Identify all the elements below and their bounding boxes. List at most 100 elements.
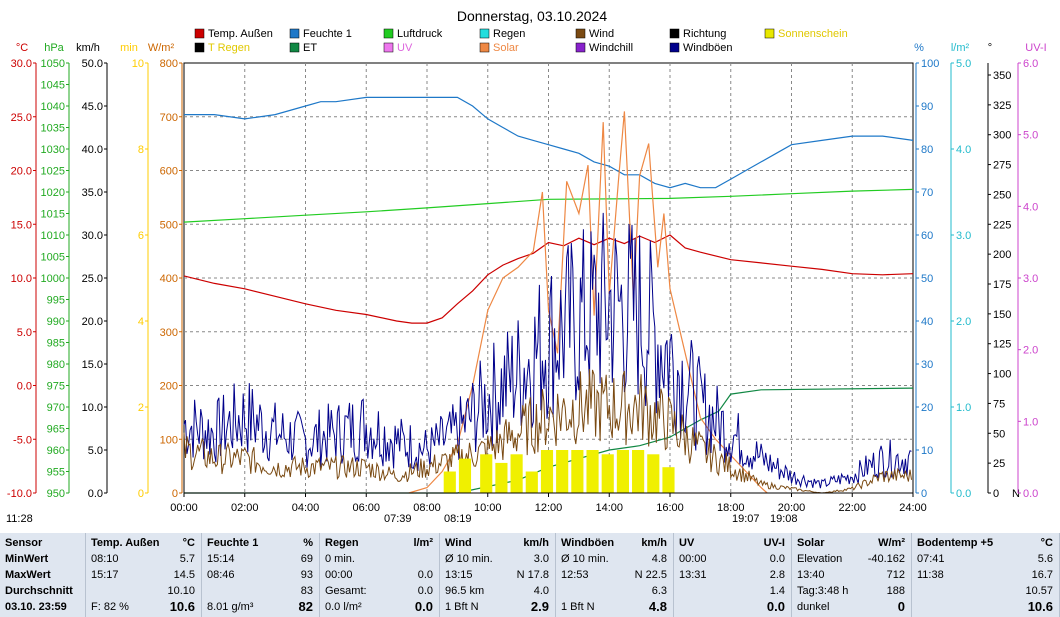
stats-cell: Solar [797,537,825,549]
stats-row: dunkel 0 [792,599,911,615]
y-axis-unit: l/m² [951,42,970,54]
y-tick-label: 1050 [41,58,65,70]
y-tick-label: 25 [993,458,1005,470]
marker-sunset: 19:07 [732,513,760,525]
stats-cell: 0.0 [417,585,433,597]
stats-cell: 03.10. 23:59 [5,601,67,613]
stats-cell: 0.0 [414,599,433,614]
stats-cell: 14.5 [173,569,195,581]
y-tick-label: 50.0 [82,58,103,70]
y-tick-label: 0.0 [956,488,971,500]
y-tick-label: 125 [993,339,1011,351]
stats-cell: l/m² [413,537,433,549]
y-tick-label: 20.0 [11,166,32,178]
sunshine-bar [480,454,493,493]
x-tick-label: 02:00 [231,502,259,514]
y-tick-label: 4.0 [956,144,971,156]
legend-swatch [575,42,586,53]
y-axis-unit: UV-I [1025,42,1046,54]
stats-cell: N 17.8 [516,569,549,581]
stats-cell: Gesamt: [325,585,367,597]
stats-row: 0.0 l/m² 0.0 [320,599,439,615]
y-tick-label: 1035 [41,123,65,135]
stats-col: Feuchte 1% 15:14 69 08:46 93 83 8.01 g/m³ 82 [202,533,320,617]
y-axis-unit: W/m² [148,42,175,54]
stats-row: 13:31 2.8 [674,567,791,583]
legend-swatch [575,28,586,39]
legend-label: Feuchte 1 [303,28,352,40]
y-tick-label: 1.0 [1023,416,1038,428]
y-tick-label: 985 [47,338,65,350]
x-tick-label: 00:00 [170,502,198,514]
stats-cell: 16.7 [1031,569,1053,581]
stats-row: Gesamt: 0.0 [320,583,439,599]
y-tick-label: 30.0 [82,230,103,242]
stats-cell: 4.8 [651,553,667,565]
stats-cell: 07:41 [917,553,945,565]
y-tick-label: 25.0 [11,112,32,124]
sunshine-bar [556,450,569,493]
y-tick-label: 25.0 [82,273,103,285]
stats-cell: 2.8 [769,569,785,581]
y-tick-label: 100 [160,434,178,446]
sunshine-bar [662,467,675,493]
x-tick-label: 04:00 [292,502,320,514]
stats-cell: W/m² [878,537,905,549]
stats-col: Sensor MinWert MaxWert Durchschnitt 03.10. 2… [0,533,86,617]
stats-cell: Ø 10 min. [445,553,493,565]
stats-row: Solar W/m² [792,535,911,551]
y-tick-label: 995 [47,295,65,307]
x-tick-label: 22:00 [838,502,866,514]
legend-label: Solar [493,42,519,54]
stats-cell: 12:53 [561,569,589,581]
stats-row: Ø 10 min. 3.0 [440,551,555,567]
stats-cell: 0.0 [417,569,433,581]
stats-cell: 3.0 [533,553,549,565]
y-tick-label: 1015 [41,209,65,221]
stats-row: 1.4 [674,583,791,599]
y-axis-unit: km/h [76,42,100,54]
stats-row: 15:17 14.5 [86,567,201,583]
stats-cell: 83 [300,585,313,597]
stats-panel: Sensor MinWert MaxWert Durchschnitt 03.10. 2… [0,533,1060,617]
y-tick-label: 5.0 [956,58,971,70]
y-tick-label: 150 [993,309,1011,321]
stats-cell: Feuchte 1 [207,537,259,549]
series-solar [408,111,768,494]
x-tick-label: 20:00 [778,502,806,514]
stats-cell: 00:00 [679,553,707,565]
y-tick-label: 965 [47,424,65,436]
y-tick-label-extra: N [1012,488,1020,500]
stats-cell: % [303,537,313,549]
y-tick-label: 975 [47,381,65,393]
y-tick-label: 800 [160,58,178,70]
y-tick-label: 1040 [41,101,65,113]
y-tick-label: 3.0 [1023,273,1038,285]
sunshine-bar [525,471,538,493]
stats-row: Bodentemp +5 °C [912,535,1059,551]
sunshine-bar [540,450,554,493]
legend-label: ET [303,42,317,54]
stats-cell: Elevation [797,553,843,565]
stats-cell: 10.6 [1027,599,1053,614]
y-tick-label: 275 [993,160,1011,172]
stats-cell: 10.57 [1025,585,1053,597]
y-tick-label: 6.0 [1023,58,1038,70]
stats-cell: Bodentemp +5 [917,537,994,549]
stats-row: 6.3 [556,583,673,599]
y-tick-label: 1000 [41,273,65,285]
stats-row: 96.5 km 4.0 [440,583,555,599]
x-tick-label: 18:00 [717,502,745,514]
y-tick-label: 70 [921,187,933,199]
sunshine-bar [586,450,599,493]
y-tick-label: 1.0 [956,402,971,414]
stats-row: Windböen km/h [556,535,673,551]
stats-row: 10.57 [912,583,1059,599]
y-tick-label: 600 [160,166,178,178]
x-tick-label: 24:00 [899,502,927,514]
stats-cell: 00:00 [325,569,353,581]
stats-cell: 11:38 [917,569,944,581]
stats-cell: 1.4 [769,585,785,597]
stats-cell: 10.10 [167,585,195,597]
y-tick-label: 700 [160,112,178,124]
